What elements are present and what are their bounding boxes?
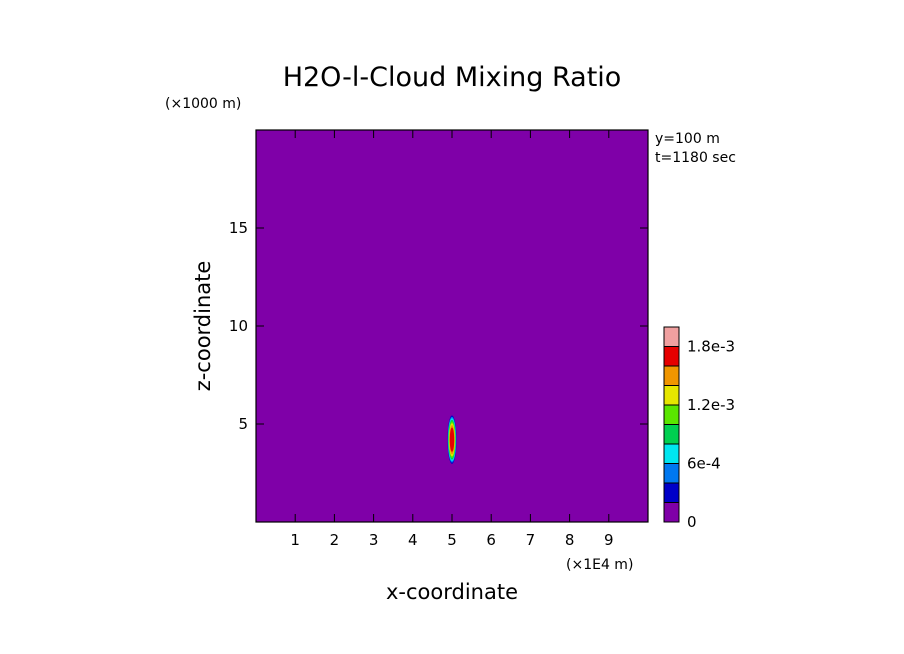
colorbar-label: 1.2e-3 [687,396,735,414]
y-tick-label: 10 [229,317,248,335]
colorbar-bin [663,502,680,523]
colorbar-bin [663,365,680,386]
annotation-y: y=100 m [655,131,720,147]
x-tick-label: 7 [526,531,536,549]
y-tick-label: 15 [229,219,248,237]
x-tick-label: 4 [408,531,418,549]
colorbar-bin [663,326,680,347]
colorbar: 0 6e-4 1.2e-3 1.8e-3 [663,326,735,531]
y-axis-label: z-coordinate [191,261,215,392]
x-tick-label: 9 [604,531,614,549]
colorbar-bin [663,385,680,406]
colorbar-bin [663,482,680,503]
x-tick-label: 3 [369,531,379,549]
x-tick-label: 5 [447,531,457,549]
colorbar-label: 0 [687,513,697,531]
colorbar-bin [663,463,680,484]
colorbar-bin [663,443,680,464]
contour-level-8 [449,427,455,452]
colorbar-bin [663,424,680,445]
x-multiplier: (×1E4 m) [566,557,633,573]
colorbar-bin [663,346,680,367]
x-tick-label: 8 [565,531,575,549]
x-tick-label: 6 [486,531,496,549]
x-tick-label: 1 [290,531,300,549]
chart-title: H2O-l-Cloud Mixing Ratio [283,62,622,93]
x-axis-label: x-coordinate [386,580,518,604]
annotation-t: t=1180 sec [655,150,736,166]
colorbar-label: 1.8e-3 [687,338,735,356]
colorbar-label: 6e-4 [687,455,721,473]
colorbar-bin [663,404,680,425]
y-tick-label: 5 [238,415,248,433]
plot-area: 1 2 3 4 5 6 7 8 9 5 10 15 [229,129,649,549]
x-tick-label: 2 [330,531,340,549]
y-multiplier: (×1000 m) [165,96,241,112]
